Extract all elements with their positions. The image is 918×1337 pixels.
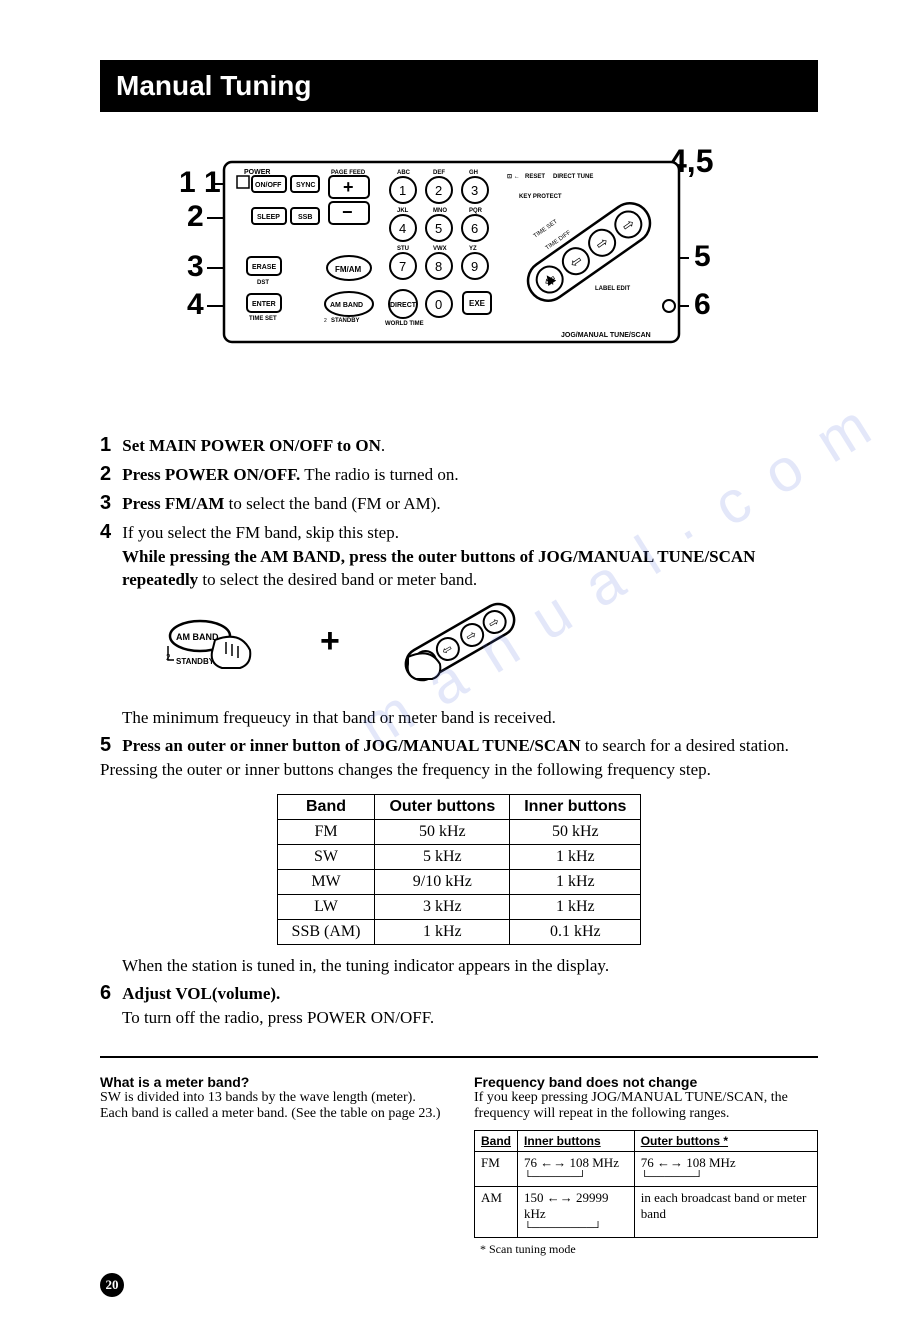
step-4: 4 If you select the FM band, skip this s… <box>100 519 818 592</box>
callout-3: 3 <box>187 250 204 283</box>
callout-5: 5 <box>694 240 711 273</box>
svg-text:STANDBY: STANDBY <box>331 318 360 324</box>
svg-text:VWX: VWX <box>433 246 447 252</box>
footer-columns: What is a meter band? SW is divided into… <box>100 1074 818 1257</box>
footer-left: What is a meter band? SW is divided into… <box>100 1074 444 1257</box>
svg-text:YZ: YZ <box>469 246 477 252</box>
steps-list: 1 Set MAIN POWER ON/OFF to ON. 2 Press P… <box>100 432 818 1030</box>
svg-text:KEY PROTECT: KEY PROTECT <box>519 194 562 200</box>
table-row: FM50 kHz50 kHz <box>277 819 641 844</box>
svg-text:RESET: RESET <box>525 174 545 180</box>
page-number: 20 <box>100 1273 124 1297</box>
step-5-after: When the station is tuned in, the tuning… <box>122 955 818 978</box>
step-2: 2 Press POWER ON/OFF. The radio is turne… <box>100 461 818 488</box>
svg-text:7: 7 <box>399 259 406 274</box>
table-row: FM 76 ←→ 108 MHz└──────┘ 76 ←→ 108 MHz└─… <box>475 1151 818 1186</box>
svg-text:MNO: MNO <box>433 208 447 214</box>
combo-diagram: AM BAND 2 STANDBY + ⇦ ⇦ ⇨ <box>140 602 818 697</box>
svg-text:GH: GH <box>469 170 478 176</box>
svg-text:1: 1 <box>399 183 406 198</box>
svg-text:2: 2 <box>324 318 327 324</box>
step-3: 3 Press FM/AM to select the band (FM or … <box>100 490 818 517</box>
svg-text:8: 8 <box>435 259 442 274</box>
svg-text:DIRECT TUNE: DIRECT TUNE <box>553 174 593 180</box>
svg-text:JOG/MANUAL TUNE/SCAN: JOG/MANUAL TUNE/SCAN <box>561 332 651 339</box>
svg-text:4: 4 <box>399 221 406 236</box>
svg-text:EXE: EXE <box>469 299 486 308</box>
callout-4: 4 <box>187 288 204 321</box>
divider <box>100 1056 818 1058</box>
device-diagram: 1 1 2 3 4 4,5 5 6 POWER ON/OFF <box>100 142 818 412</box>
frequency-step-table: Band Outer buttons Inner buttons FM50 kH… <box>277 794 642 945</box>
svg-text:SLEEP: SLEEP <box>257 214 280 221</box>
svg-text:SSB: SSB <box>298 214 312 221</box>
svg-text:PQR: PQR <box>469 208 483 214</box>
svg-text:TIME SET: TIME SET <box>249 316 277 322</box>
svg-text:DIRECT: DIRECT <box>390 302 417 309</box>
svg-text:JKL: JKL <box>397 208 409 214</box>
step-1: 1 Set MAIN POWER ON/OFF to ON. <box>100 432 818 459</box>
svg-text:2: 2 <box>435 183 442 198</box>
svg-text:9: 9 <box>471 259 478 274</box>
table-row: LW3 kHz1 kHz <box>277 894 641 919</box>
footer-right: Frequency band does not change If you ke… <box>474 1074 818 1257</box>
svg-text:ON/OFF: ON/OFF <box>255 182 282 189</box>
table-row: SW5 kHz1 kHz <box>277 844 641 869</box>
svg-text:STU: STU <box>397 246 409 252</box>
step-4-after: The minimum frequeucy in that band or me… <box>122 707 818 730</box>
range-table: Band Inner buttons Outer buttons * FM 76… <box>474 1130 818 1238</box>
table-row: SSB (AM)1 kHz0.1 kHz <box>277 919 641 944</box>
svg-text:WORLD TIME: WORLD TIME <box>385 321 424 327</box>
step-6: 6 Adjust VOL(volume). To turn off the ra… <box>100 980 818 1030</box>
svg-text:+: + <box>320 622 340 660</box>
svg-text:SYNC: SYNC <box>296 182 315 189</box>
svg-text:STANDBY: STANDBY <box>176 657 215 666</box>
callout-6: 6 <box>694 288 711 321</box>
page-title: Manual Tuning <box>100 60 818 112</box>
svg-text:ABC: ABC <box>397 170 411 176</box>
step-5: 5 Press an outer or inner button of JOG/… <box>100 732 818 782</box>
svg-text:FM/AM: FM/AM <box>335 265 362 274</box>
svg-text:0: 0 <box>435 297 442 312</box>
table-footnote: * Scan tuning mode <box>480 1242 818 1257</box>
svg-text:6: 6 <box>471 221 478 236</box>
keypad: ABC DEF GH 1 2 3 JKL MNO PQR 4 5 6 STU V… <box>385 170 491 327</box>
table-row: MW9/10 kHz1 kHz <box>277 869 641 894</box>
svg-text:LABEL EDIT: LABEL EDIT <box>595 286 631 292</box>
svg-text:DEF: DEF <box>433 170 445 176</box>
svg-text:AM BAND: AM BAND <box>176 632 219 642</box>
svg-text:DST: DST <box>257 280 269 286</box>
svg-text:ERASE: ERASE <box>252 264 276 271</box>
svg-text:AM BAND: AM BAND <box>330 302 363 309</box>
callout-11: 1 1 <box>179 166 221 199</box>
table-row: AM 150 ←→ 29999 kHz└────────┘ in each br… <box>475 1186 818 1237</box>
svg-text:+: + <box>343 177 354 197</box>
svg-text:3: 3 <box>471 183 478 198</box>
svg-text:POWER: POWER <box>244 169 270 176</box>
callout-2: 2 <box>187 200 204 233</box>
svg-text:⊡ ←: ⊡ ← <box>507 174 520 180</box>
svg-text:ENTER: ENTER <box>252 301 276 308</box>
svg-text:−: − <box>342 202 353 222</box>
svg-text:5: 5 <box>435 221 442 236</box>
